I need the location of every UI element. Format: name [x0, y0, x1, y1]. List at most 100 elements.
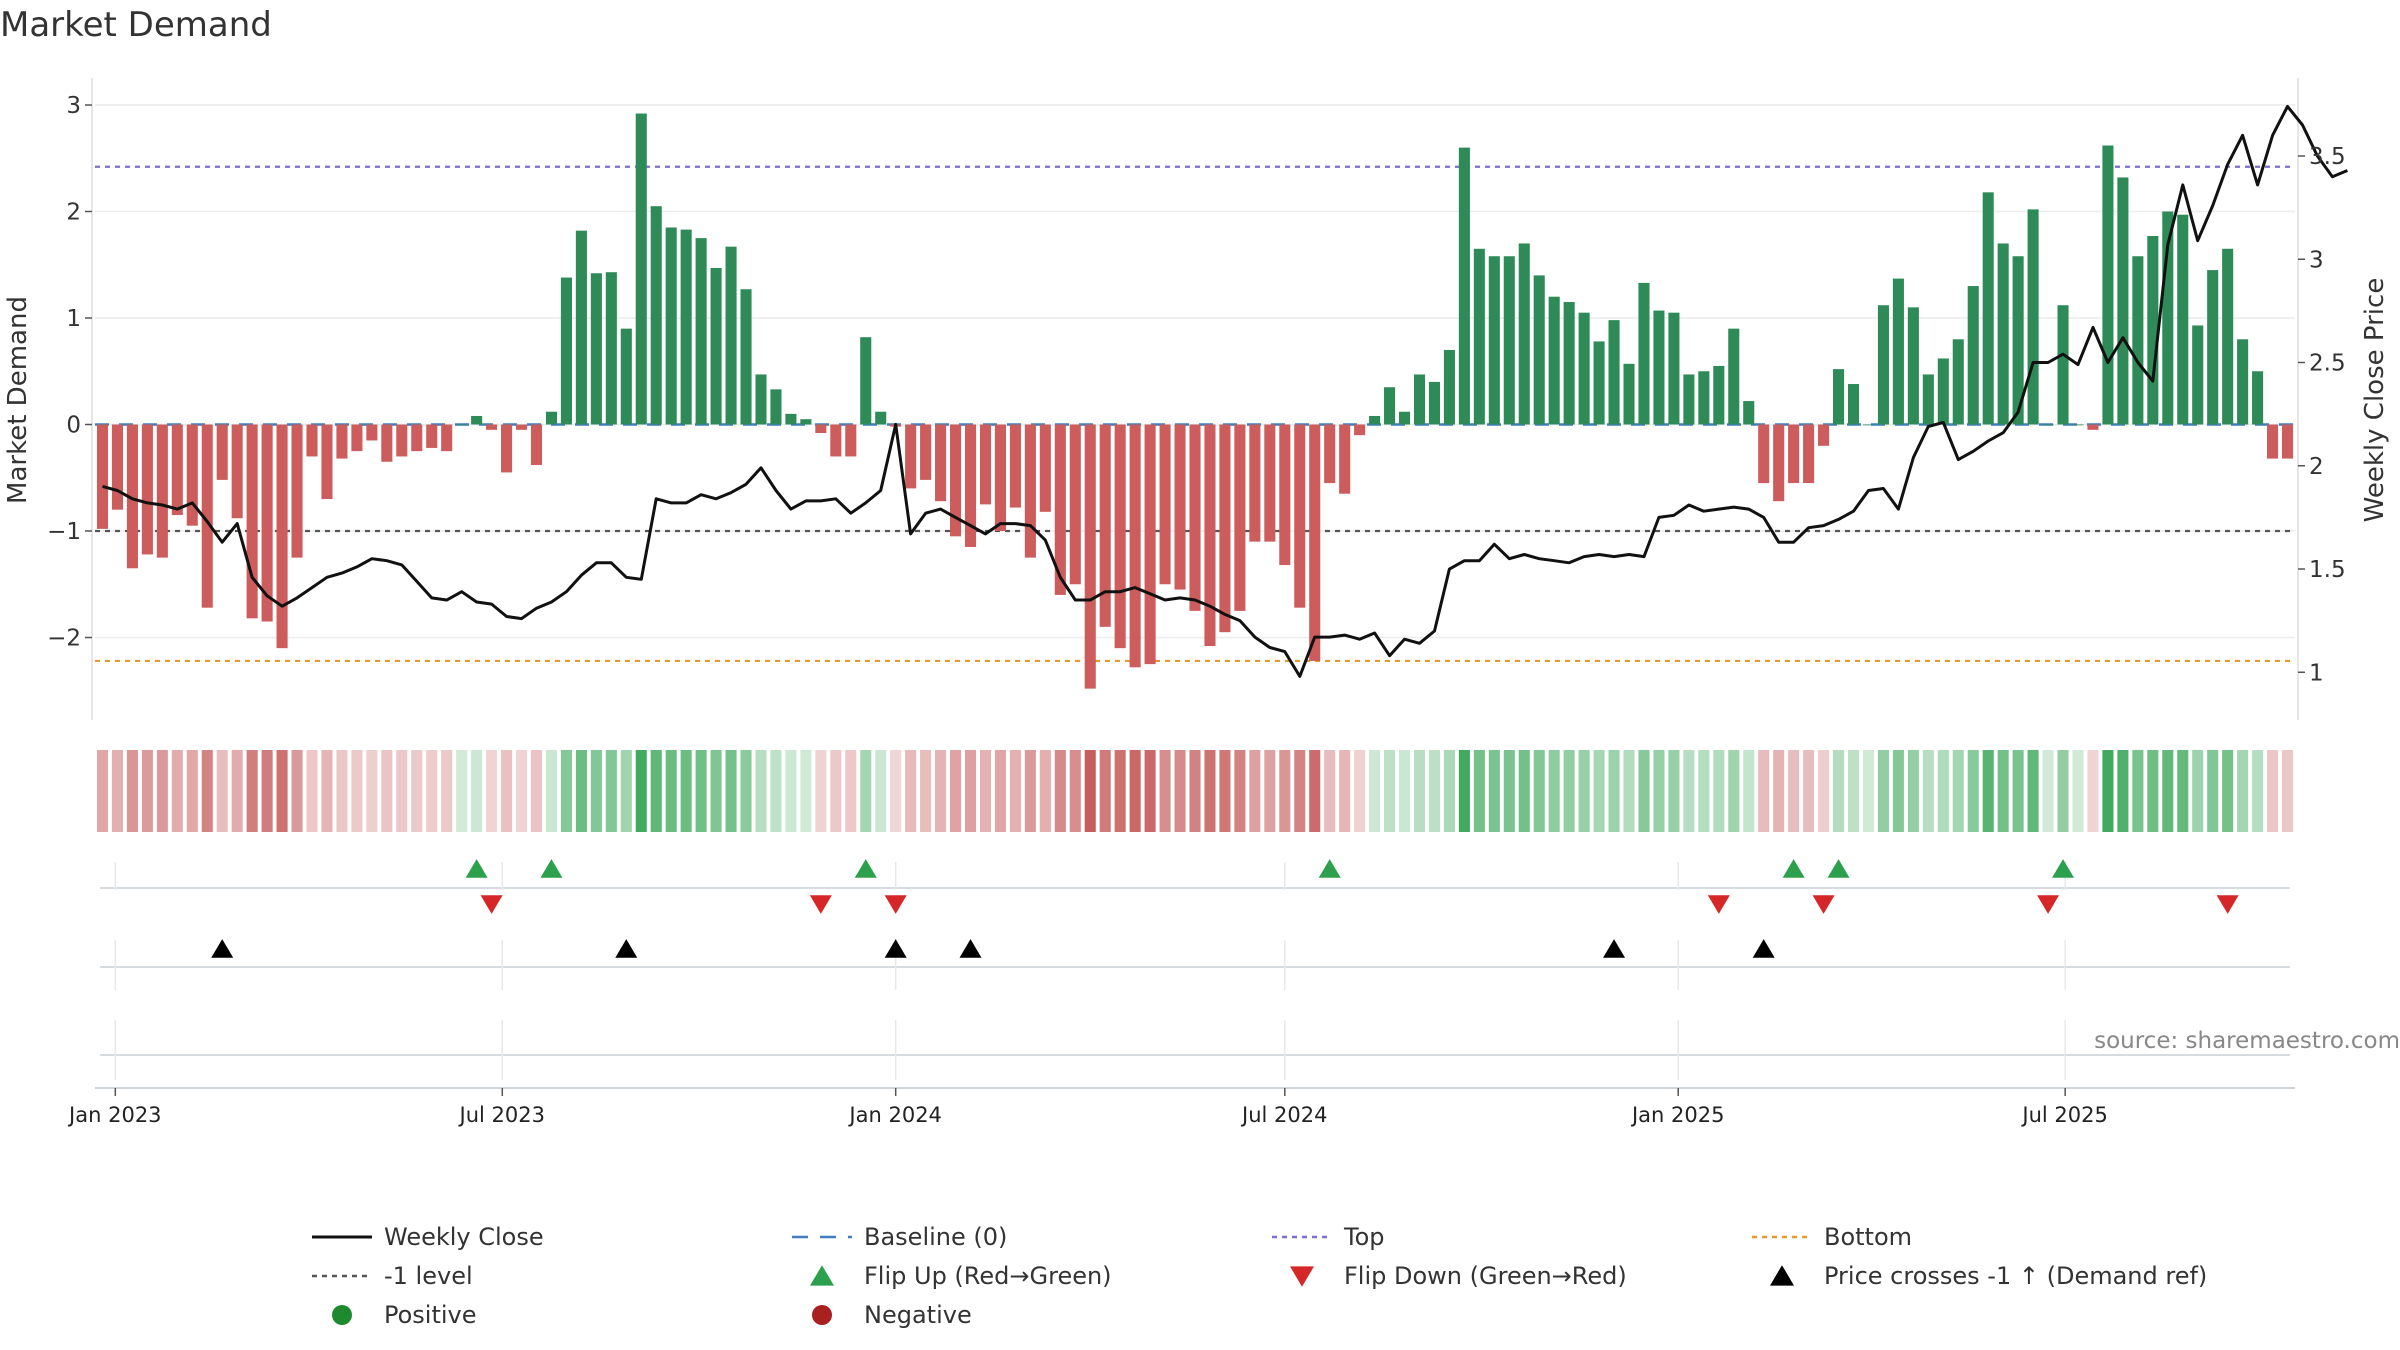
demand-bar — [321, 424, 333, 500]
demand-bar — [1638, 282, 1650, 425]
demand-bar — [2162, 211, 2174, 425]
heat-cell — [1279, 750, 1291, 832]
heat-cell — [650, 750, 662, 832]
heat-cell — [1578, 750, 1590, 832]
demand-bar — [2117, 177, 2129, 425]
demand-bar — [935, 424, 947, 502]
demand-bar — [920, 424, 932, 480]
demand-bar — [1967, 286, 1979, 425]
heat-cell — [2222, 750, 2234, 832]
demand-bar — [1952, 339, 1964, 425]
heat-cell — [1488, 750, 1500, 832]
heat-cell — [695, 750, 707, 832]
demand-bar — [1428, 381, 1440, 425]
demand-bar — [2102, 145, 2114, 425]
price-cross-marker — [884, 939, 907, 958]
demand-bar — [1847, 384, 1860, 425]
demand-bar — [755, 374, 767, 425]
demand-bar — [845, 424, 857, 457]
demand-bar — [441, 424, 453, 452]
heat-cell — [1937, 750, 1949, 832]
demand-bar — [276, 424, 288, 649]
heat-cell — [1384, 750, 1396, 832]
left-tick-label: 3 — [66, 93, 81, 119]
heat-cell — [575, 750, 587, 832]
heat-cell — [1833, 750, 1845, 832]
demand-bar — [725, 246, 737, 425]
heat-cell — [171, 750, 183, 832]
demand-bar — [1144, 424, 1156, 665]
demand-bar — [1862, 424, 1875, 426]
heat-cell — [875, 750, 887, 832]
demand-bar — [979, 424, 992, 505]
demand-bar — [695, 238, 707, 425]
demand-bar — [815, 424, 827, 434]
demand-bar — [246, 424, 258, 619]
demand-bar — [590, 273, 602, 425]
legend-dot-icon — [332, 1305, 352, 1325]
legend-label: -1 level — [384, 1262, 473, 1290]
price-cross-marker — [1752, 939, 1775, 958]
demand-bar — [1653, 310, 1665, 425]
demand-bar — [1937, 358, 1949, 425]
close-price-line — [102, 104, 2348, 678]
demand-bar — [186, 424, 198, 526]
heat-cell — [1638, 750, 1650, 832]
heat-cell — [1234, 750, 1246, 832]
legend-label: Baseline (0) — [864, 1223, 1007, 1251]
demand-bar — [1039, 424, 1051, 512]
demand-bar — [1384, 387, 1396, 425]
demand-bar — [1773, 424, 1785, 502]
demand-bar — [381, 424, 393, 462]
demand-bar — [351, 424, 363, 452]
heat-cell — [1623, 750, 1635, 832]
heat-cell — [994, 750, 1006, 832]
legend-item-positive: Positive — [332, 1301, 477, 1329]
heat-cell — [366, 750, 378, 832]
heat-cell — [2072, 750, 2084, 832]
demand-bar — [2237, 339, 2249, 425]
event-marker-panels — [100, 859, 2290, 1080]
demand-bar — [306, 424, 318, 457]
demand-bar — [1009, 424, 1021, 508]
heat-cell — [1144, 750, 1156, 832]
heat-cell — [2192, 750, 2204, 832]
demand-bar — [2012, 256, 2024, 425]
heat-cell — [201, 750, 213, 832]
legend-item-minus-one-level: -1 level — [312, 1262, 473, 1290]
right-tick-label: 1 — [2309, 660, 2324, 686]
demand-bar — [1473, 248, 1485, 425]
heat-cell — [605, 750, 617, 832]
heat-cell — [2207, 750, 2219, 832]
heat-cell — [1698, 750, 1710, 832]
time-tick-label: Jan 2023 — [67, 1103, 162, 1127]
heat-cell — [1054, 750, 1066, 832]
heat-cell — [560, 750, 572, 832]
heat-cell — [1563, 750, 1575, 832]
demand-bar — [2042, 424, 2054, 426]
heat-cell — [2057, 750, 2069, 832]
demand-bar — [426, 424, 438, 448]
heat-cell — [1847, 750, 1860, 832]
heat-cell — [2237, 750, 2249, 832]
demand-bar — [2027, 209, 2039, 425]
demand-bar — [964, 424, 977, 547]
demand-bar — [710, 267, 722, 425]
legend-label: Flip Down (Green→Red) — [1344, 1262, 1627, 1290]
demand-bar — [1803, 424, 1815, 484]
heat-cell — [1922, 750, 1934, 832]
demand-bar — [231, 424, 243, 519]
heat-cell — [740, 750, 752, 832]
heat-cell — [126, 750, 138, 832]
heat-cell — [1803, 750, 1815, 832]
legend-item-flip-up: Flip Up (Red→Green) — [810, 1262, 1112, 1290]
legend-label: Positive — [384, 1301, 477, 1329]
legend-label: Weekly Close — [384, 1223, 544, 1251]
demand-bar — [2192, 325, 2204, 425]
heat-cell — [964, 750, 977, 832]
heat-cell — [2147, 750, 2159, 832]
demand-bar — [1069, 424, 1081, 585]
demand-bar — [1922, 374, 1934, 425]
demand-bar — [171, 424, 183, 516]
demand-bar — [1024, 424, 1036, 558]
